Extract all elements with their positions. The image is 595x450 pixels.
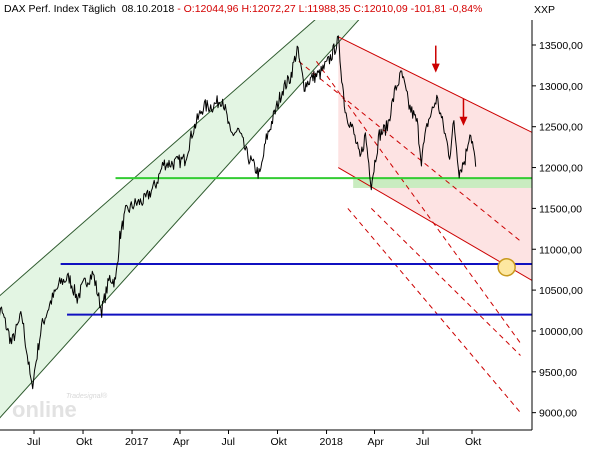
y-tick-label: 13000,00 <box>539 81 583 93</box>
dashed-trend-line-1 <box>298 60 521 242</box>
x-tick-label: Jul <box>27 436 40 448</box>
instrument-name: DAX Perf. Index Täglich <box>4 3 116 15</box>
y-tick-label: 12500,00 <box>539 122 583 134</box>
y-tick-label: 13500,00 <box>539 40 583 52</box>
channel-fills <box>0 20 532 418</box>
y-tick-label: 12000,00 <box>539 163 583 175</box>
support-zone <box>353 178 532 188</box>
low-value: L:11988,35 <box>298 3 351 15</box>
down-arrow-head-1 <box>431 63 440 73</box>
high-value: H:12072,27 <box>241 3 296 15</box>
uptrend-lower-line <box>0 20 360 419</box>
price-line <box>0 35 477 390</box>
chart-annotations <box>431 45 516 277</box>
trend-lines <box>0 20 532 419</box>
x-tick-label: 2017 <box>125 436 149 448</box>
y-tick-label: 11000,00 <box>539 244 582 256</box>
x-tick-label: 2018 <box>320 436 344 448</box>
y-tick-label: 10500,00 <box>539 285 583 297</box>
y-tick-label: 9500,00 <box>539 367 577 379</box>
y-tick-label: 9000,00 <box>539 408 577 420</box>
chart-axes: 9000,00 9500,00 10000,00 10500,00 11000,00 11… <box>0 20 583 448</box>
x-tick-label: Okt <box>76 436 92 448</box>
y-tick-label: 10000,00 <box>539 326 583 338</box>
y-tick-label: 11500,00 <box>539 203 582 215</box>
header-date: 08.10.2018 <box>121 3 175 15</box>
downtrend-channel-fill <box>338 36 532 281</box>
watermark-logo: online Tradesignal® <box>12 392 108 422</box>
downtrend-upper-line <box>338 36 532 133</box>
currency-label: XXP <box>534 4 556 16</box>
x-tick-label: Apr <box>173 436 190 448</box>
uptrend-upper-line <box>0 20 316 297</box>
x-tick-label: Okt <box>465 436 481 448</box>
watermark-brand: online <box>12 397 77 422</box>
x-tick-label: Jul <box>416 436 429 448</box>
x-tick-label: Apr <box>367 436 384 448</box>
close-value: C:12010,09 <box>353 3 408 15</box>
x-tick-label: Okt <box>271 436 287 448</box>
dashed-trend-line-2 <box>316 61 521 344</box>
change-percent: -0,84% <box>449 3 483 15</box>
chart-header: DAX Perf. Index Täglich 08.10.2018 - O:1… <box>4 3 483 15</box>
watermark-tagline: Tradesignal® <box>66 392 108 400</box>
x-tick-label: Jul <box>221 436 234 448</box>
change-value: -101,81 <box>410 3 447 15</box>
price-series <box>0 35 477 390</box>
highlight-marker <box>497 257 516 277</box>
dashed-trend-line-4 <box>370 208 521 356</box>
down-arrow-head-2 <box>459 116 468 126</box>
open-value: O:12044,96 <box>183 3 239 15</box>
